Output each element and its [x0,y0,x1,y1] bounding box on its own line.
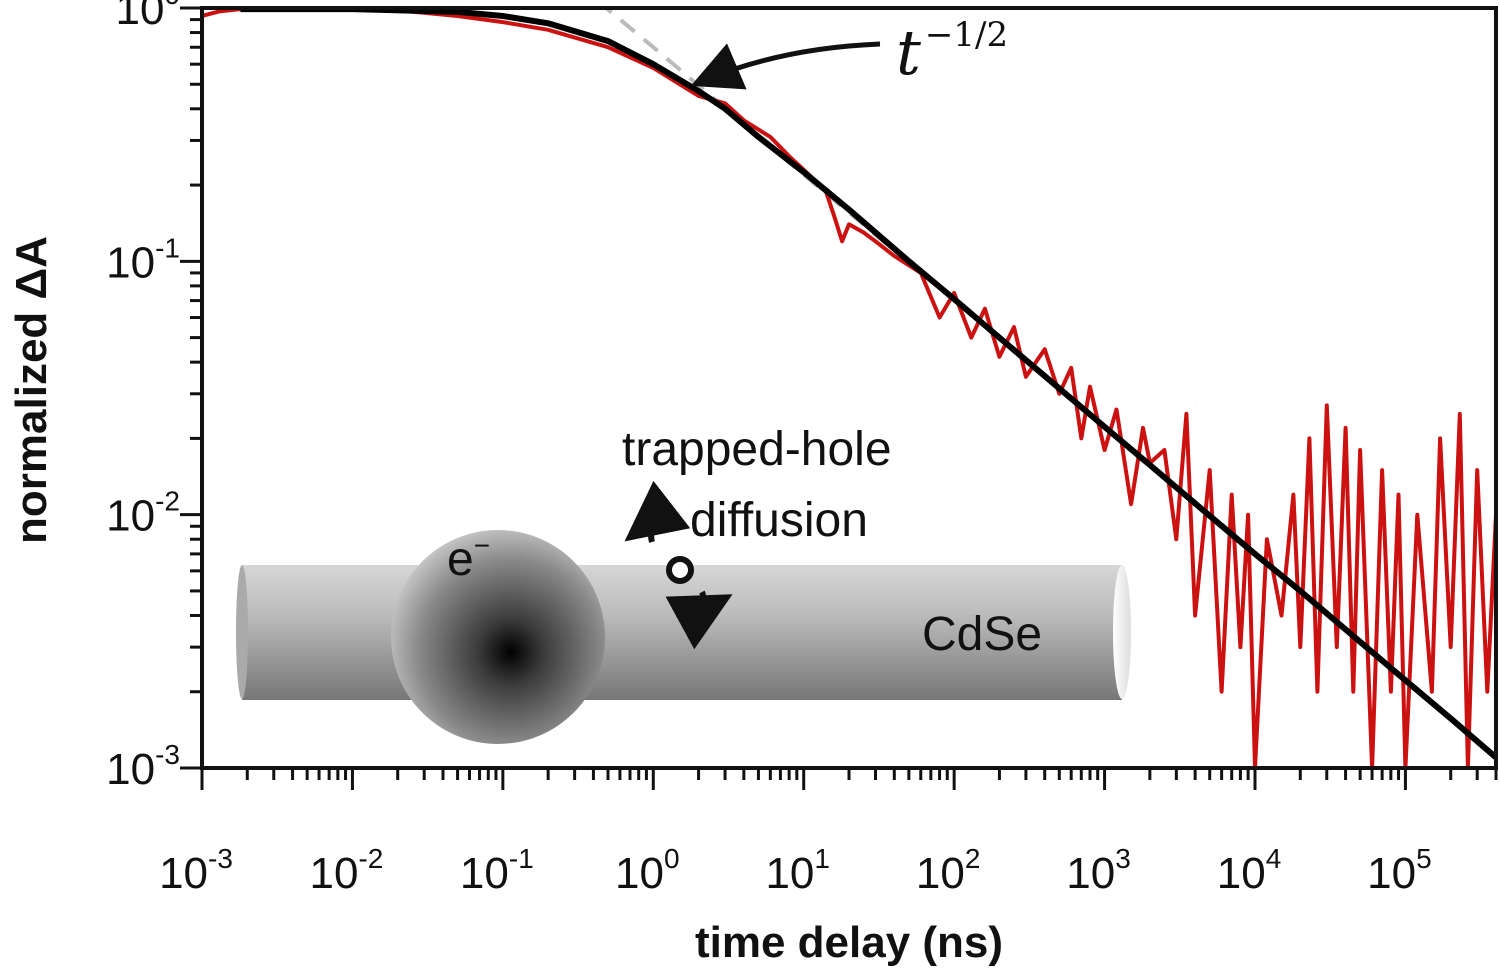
nanorod-end-cap [1113,565,1131,699]
electron-sphere [391,530,605,744]
y-tick-base: 10 [115,0,164,34]
x-tick-label: 100 [615,843,680,898]
x-tick-label: 10-2 [309,843,383,898]
y-axis-title: normalized ΔA [7,236,56,544]
y-tick-label: 100 [115,0,180,34]
x-tick-base: 10 [159,849,208,898]
x-tick-exponent: 2 [965,843,981,874]
inset-title-line1: trapped-hole [622,423,892,476]
nanorod-inset: e− CdSe trapped-hole diffusion [236,423,1131,744]
x-tick-base: 10 [309,849,358,898]
hop-arrow-up-icon [634,520,662,542]
y-axis-ticks [180,6,202,770]
series-fit [240,8,1496,760]
x-axis-tick-labels: 10-3 10-2 10-1 100 101 102 103 104 105 [159,843,1432,898]
x-axis-ticks [200,768,1498,790]
y-tick-exponent: -3 [155,739,180,770]
slope-label: t −1/2 [896,15,1008,89]
series-layer [202,8,1496,768]
slope-exponent: −1/2 [925,15,1008,55]
y-tick-exponent: -1 [155,232,180,263]
x-tick-label: 10-3 [159,843,233,898]
y-tick-exponent: 0 [164,0,180,10]
x-tick-label: 102 [916,843,981,898]
y-tick-label: 10-2 [106,486,180,541]
x-tick-exponent: -2 [358,843,383,874]
x-tick-exponent: 4 [1266,843,1282,874]
y-tick-base: 10 [106,745,155,794]
x-tick-base: 10 [916,849,965,898]
y-tick-label: 10-3 [106,739,180,794]
x-tick-base: 10 [460,849,509,898]
y-tick-base: 10 [106,492,155,541]
x-axis-title: time delay (ns) [695,918,1003,967]
x-tick-label: 103 [1066,843,1131,898]
nanorod-left-cap [236,565,248,699]
electron-label: e− [447,530,490,586]
y-tick-exponent: -2 [155,486,180,517]
inset-title-line2: diffusion [690,494,868,547]
x-tick-label: 10-1 [460,843,534,898]
x-tick-label: 101 [765,843,830,898]
y-tick-label: 10-1 [106,232,180,287]
material-label: CdSe [922,608,1042,661]
x-tick-label: 104 [1217,843,1282,898]
hop-arrow-down-icon [692,592,722,612]
x-tick-base: 10 [615,849,664,898]
x-tick-base: 10 [765,849,814,898]
slope-annotation: t −1/2 [690,15,1008,90]
x-tick-exponent: 5 [1416,843,1432,874]
slope-base: t [896,16,921,89]
electron-charge: − [474,530,490,561]
hole-symbol [666,556,694,584]
x-tick-exponent: 0 [664,843,680,874]
x-tick-base: 10 [1217,849,1266,898]
x-tick-label: 105 [1367,843,1432,898]
electron-base: e [447,533,474,586]
x-tick-base: 10 [1367,849,1416,898]
y-tick-base: 10 [106,238,155,287]
x-tick-exponent: 3 [1115,843,1131,874]
x-tick-exponent: -1 [509,843,534,874]
slope-arrow-icon [690,41,881,90]
x-tick-base: 10 [1066,849,1115,898]
x-tick-exponent: -3 [208,843,233,874]
x-tick-exponent: 1 [814,843,830,874]
